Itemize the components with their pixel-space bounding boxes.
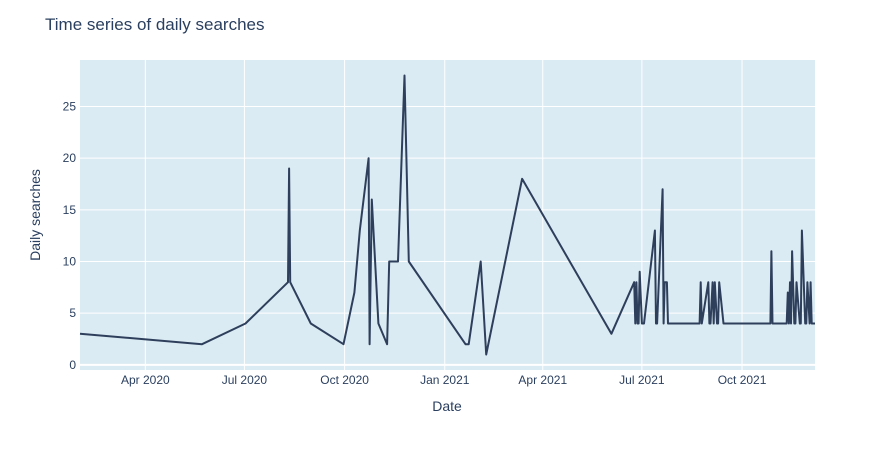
y-tick-label: 25	[63, 100, 77, 114]
series-line	[79, 74, 815, 356]
y-tick-label: 10	[63, 255, 77, 269]
y-axis-title: Daily searches	[27, 169, 43, 261]
y-axis-ticks: 0 5 10 15 20 25	[63, 100, 77, 372]
x-tick-label: Oct 2021	[718, 373, 767, 387]
x-axis-ticks: Apr 2020 Jul 2020 Oct 2020 Jan 2021 Apr 2021…	[121, 373, 767, 387]
x-tick-label: Jul 2021	[619, 373, 665, 387]
x-tick-label: Apr 2020	[121, 373, 170, 387]
x-tick-label: Apr 2021	[518, 373, 567, 387]
chart-title: Time series of daily searches	[45, 15, 265, 34]
x-tick-label: Jul 2020	[222, 373, 268, 387]
y-tick-label: 20	[63, 151, 77, 165]
x-axis-title: Date	[432, 398, 462, 414]
y-tick-label: 5	[69, 306, 76, 320]
y-tick-label: 15	[63, 203, 77, 217]
x-tick-label: Jan 2021	[420, 373, 470, 387]
series-layer	[79, 74, 815, 356]
y-tick-label: 0	[69, 358, 76, 372]
x-tick-label: Oct 2020	[320, 373, 369, 387]
gridlines	[80, 60, 815, 370]
